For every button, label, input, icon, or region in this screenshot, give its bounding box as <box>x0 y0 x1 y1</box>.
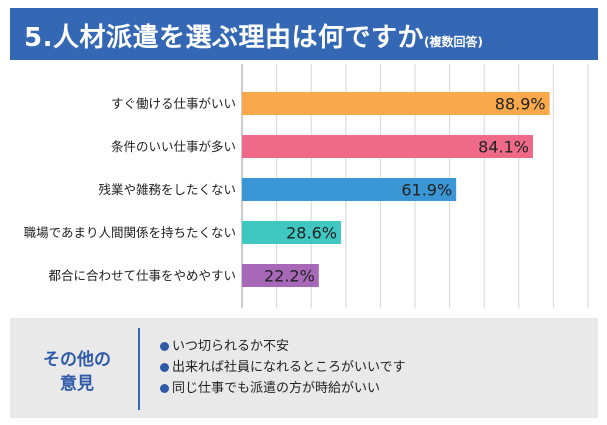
other-opinions-heading: その他の 意見 <box>32 348 122 396</box>
value-label: 61.9% <box>401 181 452 200</box>
value-labels: 88.9% 84.1% 61.9% 28.6% 22.2% <box>264 95 546 286</box>
list-item: 出来れば社員になれるところがいいです <box>160 357 406 378</box>
category-label: すぐ働ける仕事がいい <box>111 96 236 111</box>
bar <box>242 135 533 158</box>
bar-chart: すぐ働ける仕事がいい条件のいい仕事が多い残業や雑務をしたくない職場であまり人間関… <box>24 64 589 308</box>
chart-header: 5.人材派遣を選ぶ理由は何ですか(複数回答) <box>10 8 598 60</box>
bar <box>242 221 341 244</box>
value-label: 22.2% <box>264 267 315 286</box>
opinion-text: 同じ仕事でも派遣の方が時給がいい <box>172 381 381 396</box>
category-label: 都合に合わせて仕事をやめやすい <box>48 268 236 283</box>
bar <box>242 92 550 115</box>
chart-bars <box>242 92 550 287</box>
value-label: 84.1% <box>478 138 529 157</box>
opinion-text: いつ切られるか不安 <box>172 339 290 354</box>
category-labels: すぐ働ける仕事がいい条件のいい仕事が多い残業や雑務をしたくない職場であまり人間関… <box>24 96 236 283</box>
category-label: 職場であまり人間関係を持ちたくない <box>24 225 236 240</box>
page-title: 5.人材派遣を選ぶ理由は何ですか(複数回答) <box>24 17 483 54</box>
value-label: 88.9% <box>495 95 546 114</box>
title-text: 5.人材派遣を選ぶ理由は何ですか <box>24 23 424 53</box>
divider <box>138 328 140 410</box>
opinion-text: 出来れば社員になれるところがいいです <box>172 360 406 375</box>
bullet-icon <box>160 384 169 393</box>
title-subtitle: (複数回答) <box>423 35 483 49</box>
category-label: 条件のいい仕事が多い <box>111 139 236 154</box>
category-label: 残業や雑務をしたくない <box>98 182 236 197</box>
bar <box>242 178 457 201</box>
list-item: いつ切られるか不安 <box>160 336 406 357</box>
heading-line-2: 意見 <box>60 374 94 394</box>
value-label: 28.6% <box>286 224 337 243</box>
other-opinions-panel: その他の 意見 いつ切られるか不安 出来れば社員になれるところがいいです 同じ仕… <box>10 318 598 418</box>
bullet-icon <box>160 342 169 351</box>
heading-line-1: その他の <box>43 350 111 370</box>
opinion-list: いつ切られるか不安 出来れば社員になれるところがいいです 同じ仕事でも派遣の方が… <box>160 336 406 399</box>
bullet-icon <box>160 363 169 372</box>
bar <box>242 264 319 287</box>
list-item: 同じ仕事でも派遣の方が時給がいい <box>160 378 406 399</box>
